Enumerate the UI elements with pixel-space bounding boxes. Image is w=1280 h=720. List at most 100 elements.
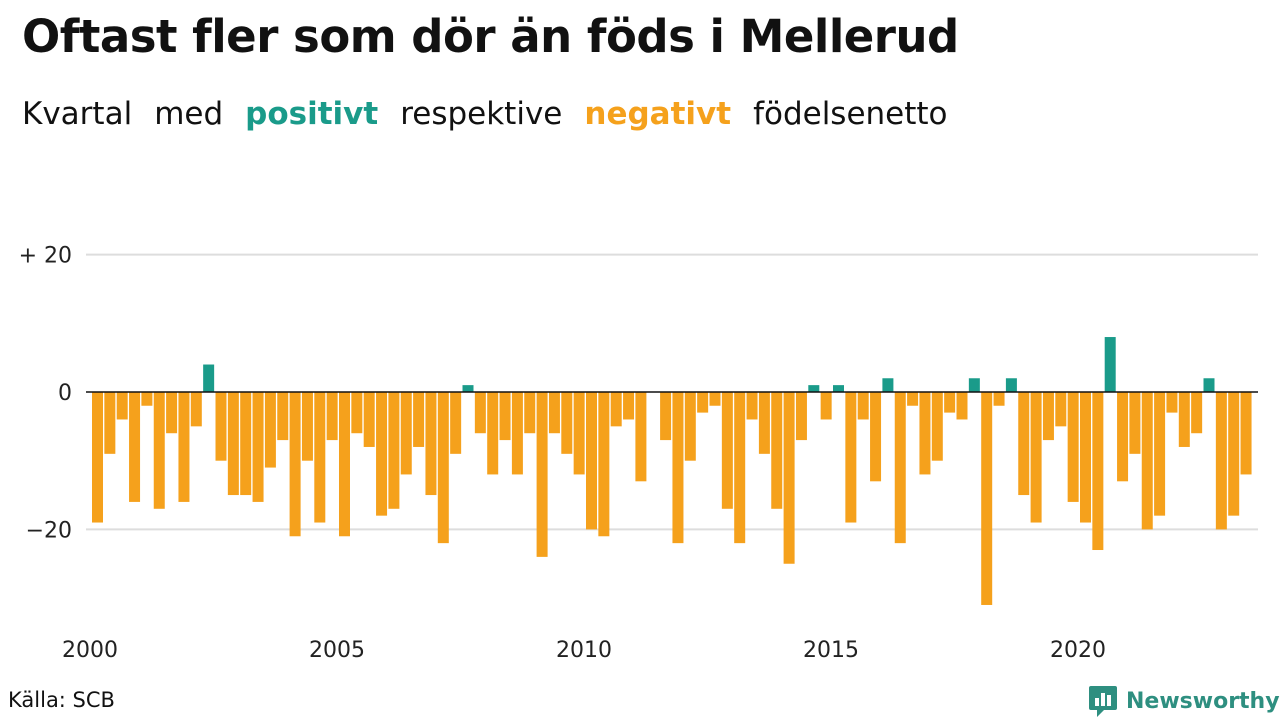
source-note: Källa: SCB (8, 688, 115, 712)
bar (833, 385, 844, 392)
bar (672, 392, 684, 544)
bar (116, 392, 128, 420)
bar (1030, 392, 1042, 523)
bar (252, 392, 264, 502)
bar (783, 392, 795, 564)
bar (746, 392, 758, 420)
bar (660, 392, 672, 441)
bar (808, 385, 820, 392)
brand-name: Newsworthy (1126, 688, 1280, 714)
bar (845, 392, 857, 523)
bar (190, 392, 202, 427)
bar (734, 392, 746, 544)
bar (1055, 392, 1067, 427)
bar (623, 392, 635, 420)
y-tick-label: 0 (58, 381, 72, 406)
x-tick-label: 2010 (556, 638, 612, 663)
bar (598, 392, 610, 537)
bar (697, 392, 709, 413)
legend-negative: negativt (584, 96, 732, 132)
bar (240, 392, 252, 496)
bar (1104, 337, 1116, 392)
bar (1240, 392, 1252, 475)
bar (993, 392, 1005, 406)
bar (264, 392, 276, 468)
bar (981, 392, 993, 605)
bar (1141, 392, 1153, 530)
x-tick-label: 2005 (309, 638, 365, 663)
bar (857, 392, 869, 420)
x-tick-label: 2020 (1050, 638, 1106, 663)
bar (227, 392, 239, 496)
bar (931, 392, 943, 461)
bar (388, 392, 400, 509)
bar (1067, 392, 1079, 502)
bar (758, 392, 770, 454)
bar (1129, 392, 1141, 454)
x-tick-label: 2000 (62, 638, 118, 663)
bar (462, 385, 474, 392)
bar (1080, 392, 1091, 523)
subtitle-word: födelsenetto (753, 96, 948, 132)
bar (1117, 392, 1129, 482)
bar (610, 392, 622, 427)
bar (425, 392, 437, 496)
bar (684, 392, 696, 461)
bar (129, 392, 141, 502)
bar (178, 392, 190, 502)
bar (474, 392, 486, 434)
bar (1005, 378, 1017, 392)
bar (326, 392, 338, 441)
bar-chart: + 20 0 −20 2000 2005 2010 2015 2020 (19, 244, 1258, 663)
subtitle-word: Kvartal (22, 96, 133, 132)
bar (919, 392, 931, 475)
bar (215, 392, 227, 461)
y-tick-label: + 20 (19, 244, 72, 269)
bar (1092, 392, 1104, 551)
bar (536, 392, 548, 557)
bar (561, 392, 573, 454)
bar (721, 392, 733, 509)
bar (141, 392, 153, 406)
bar (314, 392, 326, 523)
bar (413, 392, 425, 447)
bar (709, 392, 721, 406)
bar (153, 392, 165, 509)
chart-subtitle: Kvartal med positivt respektive negativt föde… (22, 96, 970, 132)
bar (956, 392, 968, 420)
bar (92, 392, 103, 523)
y-tick-label: −20 (26, 518, 72, 543)
bar (511, 392, 523, 475)
bar (1042, 392, 1054, 441)
bar (351, 392, 363, 434)
bar (376, 392, 388, 516)
bar (1203, 378, 1215, 392)
bar (339, 392, 350, 537)
bar (1154, 392, 1166, 516)
bar (450, 392, 462, 454)
bar (1191, 392, 1203, 434)
bar (487, 392, 499, 475)
bar (548, 392, 560, 434)
bar (166, 392, 178, 434)
bar (203, 364, 215, 392)
bar (795, 392, 807, 441)
bar (882, 378, 894, 392)
newsworthy-logo-icon (1089, 686, 1117, 717)
bar (437, 392, 449, 544)
bar (524, 392, 536, 434)
bar (104, 392, 116, 454)
bar (289, 392, 301, 537)
bar (944, 392, 956, 413)
bar (363, 392, 375, 447)
bar (1018, 392, 1030, 496)
bar (635, 392, 647, 482)
bar (870, 392, 882, 482)
chart-title: Oftast fler som dör än föds i Mellerud (22, 10, 959, 63)
bar (277, 392, 289, 441)
bar (586, 392, 597, 530)
x-tick-label: 2015 (803, 638, 859, 663)
bar (771, 392, 783, 509)
bar (400, 392, 412, 475)
brand-logo: Newsworthy (1088, 684, 1280, 718)
